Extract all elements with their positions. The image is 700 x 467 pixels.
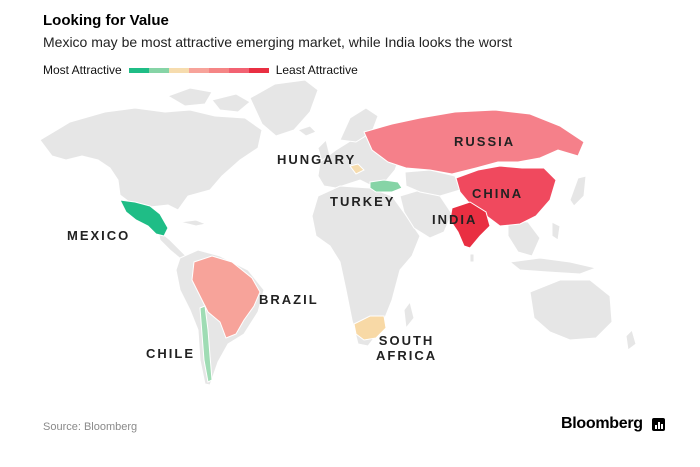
- land-greenland: [249, 79, 319, 137]
- label-russia: RUSSIA: [454, 134, 516, 149]
- land-southeast-asia: [507, 219, 541, 257]
- legend-swatch: [248, 67, 269, 73]
- label-brazil: BRAZIL: [259, 292, 319, 307]
- label-hungary: HUNGARY: [277, 152, 357, 167]
- legend-swatch: [188, 67, 209, 73]
- label-mexico: MEXICO: [67, 228, 131, 243]
- land-sri-lanka: [469, 253, 475, 263]
- brand-logo: Bloomberg: [561, 415, 643, 432]
- land-caribbean: [179, 219, 208, 227]
- legend-swatch: [148, 67, 169, 73]
- label-chile: CHILE: [146, 346, 195, 361]
- country-mexico: [119, 199, 169, 237]
- country-russia: [363, 109, 585, 175]
- land-philippines: [551, 221, 561, 241]
- legend-low-label: Most Attractive: [43, 63, 122, 77]
- land-north-america: [39, 107, 263, 211]
- land-japan: [569, 175, 587, 207]
- legend-swatch: [208, 67, 229, 73]
- source-note: Source: Bloomberg: [43, 421, 138, 433]
- legend-swatch: [128, 67, 149, 73]
- legend-swatch: [168, 67, 189, 73]
- label-china: CHINA: [472, 186, 524, 201]
- country-hungary: [349, 163, 365, 175]
- label-india: INDIA: [432, 212, 478, 227]
- land-arctic-islands: [166, 87, 251, 113]
- land-iceland: [296, 125, 317, 137]
- country-brazil: [191, 255, 261, 339]
- chart-subtitle: Mexico may be most attractive emerging m…: [43, 34, 513, 50]
- label-south-africa-line1: SOUTH: [378, 333, 435, 348]
- land-indonesia: [508, 257, 598, 275]
- land-new-zealand: [625, 329, 637, 351]
- label-south-africa-line2: AFRICA: [376, 348, 438, 363]
- country-turkey: [369, 179, 403, 193]
- label-south-africa: SOUTH AFRICA: [376, 333, 437, 363]
- land-madagascar: [403, 300, 415, 330]
- land-australia: [529, 279, 613, 341]
- legend-swatch: [228, 67, 249, 73]
- bloomberg-terminal-icon: [652, 418, 665, 431]
- country-south-africa: [353, 315, 387, 341]
- legend-high-label: Least Attractive: [275, 63, 358, 77]
- legend-swatches: [128, 67, 269, 73]
- legend: Most Attractive Least Attractive: [43, 62, 358, 78]
- country-chile: [199, 305, 213, 383]
- chart-title: Looking for Value: [43, 12, 169, 29]
- label-turkey: TURKEY: [330, 194, 396, 209]
- country-india: [449, 201, 491, 249]
